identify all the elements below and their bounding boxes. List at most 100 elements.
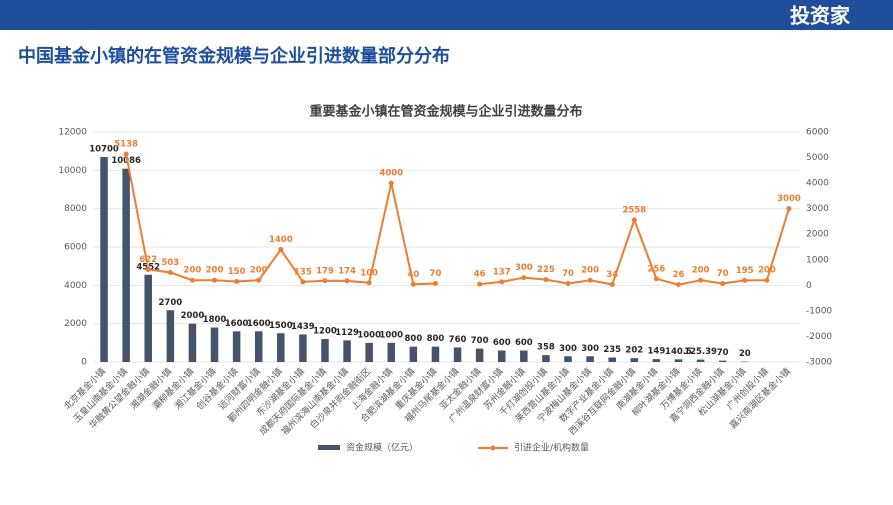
bar: [410, 347, 418, 362]
line-point: [367, 280, 372, 285]
line-label: 195: [736, 266, 754, 276]
bar-label: 1129: [335, 328, 359, 338]
line-label: 70: [430, 269, 442, 279]
bar-label: 1439: [291, 322, 315, 332]
bar-label: 1000: [379, 330, 403, 340]
y-tick-label: 0: [81, 358, 87, 368]
y-tick-label: 12000: [58, 128, 87, 138]
line-point: [588, 278, 593, 283]
bar-label: 800: [427, 334, 445, 344]
y-tick-label: 2000: [64, 319, 87, 329]
bar-label: 20: [739, 349, 751, 359]
y2-tick-label: 1000: [806, 255, 829, 265]
line-label: 5138: [114, 140, 138, 150]
bar: [719, 361, 727, 362]
line-point: [212, 278, 217, 283]
line-point: [610, 282, 615, 287]
line-label: 34: [606, 270, 618, 280]
bar-label: 300: [559, 344, 577, 354]
line-label: 179: [316, 266, 334, 276]
line-point: [322, 278, 327, 283]
bar-label: 125.39: [684, 347, 717, 357]
y2-tick-label: 5000: [806, 153, 829, 163]
line-label: 622: [139, 255, 157, 265]
bar-label: 600: [493, 338, 511, 348]
line-label: 2558: [622, 205, 646, 215]
line-point: [278, 247, 283, 252]
line-label: 40: [407, 270, 419, 280]
line-point: [521, 275, 526, 280]
line-label: 200: [758, 266, 776, 276]
line-label: 26: [673, 270, 685, 280]
bar: [675, 359, 683, 362]
bar: [631, 358, 639, 362]
bar: [476, 349, 484, 362]
bar-label: 600: [515, 338, 533, 348]
line-label: 200: [184, 266, 202, 276]
line-point: [389, 181, 394, 186]
bar: [100, 157, 108, 362]
legend-label: 引进企业/机构数量: [514, 442, 589, 454]
line-point: [676, 282, 681, 287]
bar-label: 149: [648, 347, 666, 357]
bar: [388, 343, 396, 362]
line-label: 225: [537, 265, 555, 275]
y-tick-label: 4000: [64, 281, 87, 291]
bar: [697, 360, 705, 362]
top-band: [0, 0, 893, 30]
legend-swatch: [318, 445, 340, 450]
bar: [498, 351, 506, 363]
line-point: [566, 281, 571, 286]
line-label: 70: [717, 269, 729, 279]
line-label: 3000: [777, 194, 801, 204]
bar-label: 1600: [225, 319, 249, 329]
bar-label: 202: [625, 346, 643, 356]
bar: [233, 331, 241, 362]
bar-label: 1800: [203, 315, 227, 325]
bar-label: 1600: [247, 319, 271, 329]
y-tick-label: 10000: [58, 166, 87, 176]
line-point: [124, 152, 129, 157]
line-point: [543, 277, 548, 282]
line-label: 300: [515, 263, 533, 273]
line-label: 135: [294, 267, 312, 277]
y2-tick-label: 4000: [806, 179, 829, 189]
bar: [211, 328, 219, 363]
line-label: 200: [692, 266, 710, 276]
line-label: 256: [648, 264, 666, 274]
y2-tick-label: -3000: [806, 358, 832, 368]
line-point: [632, 217, 637, 222]
line-point: [654, 276, 659, 281]
line-point: [256, 278, 261, 283]
y2-tick-label: 2000: [806, 230, 829, 240]
bar: [564, 356, 572, 362]
line-point: [742, 278, 747, 283]
line-label: 200: [581, 266, 599, 276]
bar-label: 800: [404, 334, 422, 344]
bar: [122, 169, 130, 362]
legend-label: 资金规模（亿元）: [346, 442, 418, 454]
line-label: 46: [474, 270, 486, 280]
bar: [520, 351, 528, 363]
bar: [365, 343, 373, 362]
bar-label: 760: [449, 335, 467, 345]
line-point: [190, 278, 195, 283]
bar: [144, 275, 152, 362]
line-point: [146, 267, 151, 272]
bar: [343, 340, 351, 362]
y2-tick-label: -1000: [806, 306, 832, 316]
line-label: 70: [562, 269, 574, 279]
legend-swatch: [491, 446, 496, 451]
line-point: [433, 281, 438, 286]
line-label: 100: [360, 268, 378, 278]
line-point: [477, 282, 482, 287]
logo: 投资家: [790, 4, 851, 28]
y2-tick-label: 0: [806, 281, 812, 291]
line-label: 137: [493, 267, 511, 277]
chart-title: 重要基金小镇在管资金规模与企业引进数量分布: [309, 104, 582, 120]
line-label: 200: [206, 266, 224, 276]
bar: [454, 347, 462, 362]
y-tick-label: 6000: [64, 243, 87, 253]
line-label: 174: [338, 266, 356, 276]
bar: [299, 334, 307, 362]
